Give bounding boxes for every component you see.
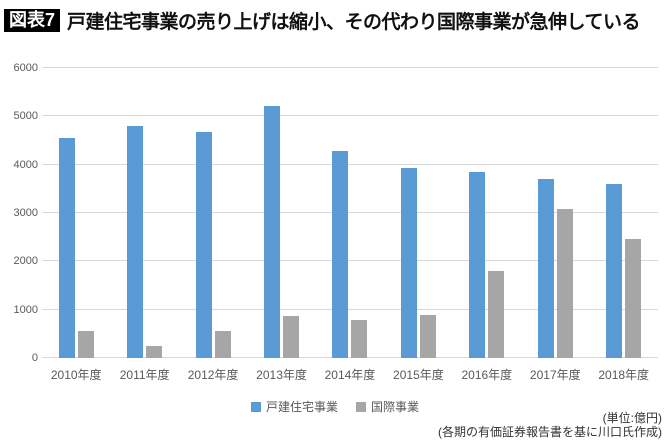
unit-note: (単位:億円)	[602, 411, 662, 425]
gridline	[42, 115, 658, 117]
legend-label: 国際事業	[371, 400, 420, 414]
y-axis-tick-label: 4000	[13, 158, 38, 171]
bar-international	[214, 330, 231, 358]
bar-housing	[469, 172, 486, 358]
chart-title: 戸建住宅事業の売り上げは縮小、その代わり国際事業が急伸している	[67, 12, 640, 33]
bar-housing	[606, 184, 623, 358]
bar-group	[590, 68, 658, 358]
bar-housing	[332, 150, 349, 358]
gridline	[42, 357, 658, 358]
x-axis-tick-label: 2013年度	[256, 368, 307, 382]
bar-group	[110, 68, 178, 358]
legend-item: 国際事業	[356, 398, 419, 415]
x-axis-tick-label: 2012年度	[187, 368, 239, 382]
bar-international	[351, 319, 368, 358]
source-note: (各期の有価証券報告書を基に川口氏作成)	[438, 425, 662, 439]
x-axis: 2010年度 2011年度 2012年度 2013年度 2014年度 2015年度 2016…	[42, 366, 658, 383]
gridline	[42, 308, 658, 310]
x-axis-tick-label: 2014年度	[324, 368, 376, 382]
gridline	[42, 260, 658, 262]
y-axis-tick-label: 0	[31, 352, 38, 364]
figure-label-badge: 図表7	[4, 9, 61, 32]
bar-international	[419, 314, 436, 358]
bar-group	[316, 68, 384, 358]
bar-housing	[127, 126, 144, 358]
legend-swatch-icon	[356, 401, 366, 412]
bar-group	[521, 68, 589, 358]
bar-international	[146, 346, 163, 358]
bar-groups	[42, 68, 658, 358]
x-axis-tick-label: 2015年度	[393, 368, 444, 382]
x-axis-tick-label: 2016年度	[461, 368, 513, 382]
bar-group	[42, 68, 110, 358]
x-axis-tick-label: 2010年度	[50, 368, 102, 382]
y-axis-tick-label: 5000	[13, 110, 38, 123]
gridline	[42, 67, 658, 68]
x-axis-tick-label: 2011年度	[119, 368, 170, 382]
y-axis-tick-label: 1000	[13, 303, 38, 316]
title-row: 図表7 戸建住宅事業の売り上げは縮小、その代わり国際事業が急伸している	[4, 7, 666, 34]
bar-international	[556, 208, 573, 358]
gridline	[42, 212, 658, 213]
bar-group	[247, 68, 315, 358]
legend-label: 戸建住宅事業	[265, 400, 338, 414]
bar-housing	[400, 167, 417, 358]
bar-international	[283, 315, 300, 358]
bar-housing	[58, 138, 75, 358]
legend-swatch-icon	[250, 401, 261, 412]
gridline	[42, 163, 658, 165]
bar-group	[453, 68, 521, 358]
x-axis-tick-label: 2017年度	[529, 368, 581, 382]
x-axis-tick-label: 2018年度	[598, 368, 650, 382]
bar-housing	[537, 179, 554, 358]
chart-legend: 戸建住宅事業 国際事業	[0, 398, 670, 415]
chart-notes: (単位:億円) (各期の有価証券報告書を基に川口氏作成)	[438, 411, 662, 439]
bar-international	[488, 270, 505, 358]
plot-area	[42, 67, 658, 358]
bar-housing	[264, 106, 281, 358]
y-axis-tick-label: 3000	[13, 207, 38, 219]
bar-group	[384, 68, 452, 358]
y-axis-tick-label: 6000	[13, 62, 38, 74]
y-axis-tick-label: 2000	[13, 255, 38, 268]
bar-international	[77, 330, 94, 358]
bar-international	[625, 238, 642, 358]
bar-group	[179, 68, 247, 358]
bar-housing	[195, 131, 212, 358]
legend-item: 戸建住宅事業	[250, 398, 338, 415]
